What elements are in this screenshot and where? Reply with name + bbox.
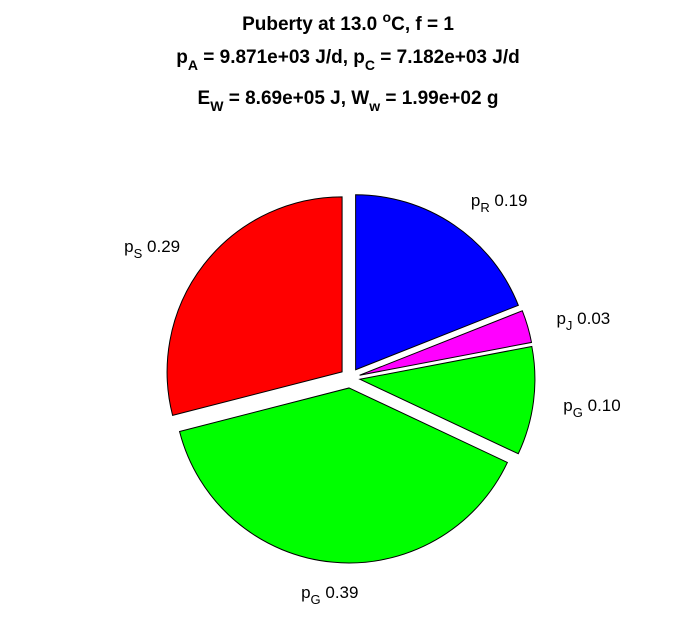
slice-label-5: pS 0.29 xyxy=(124,237,180,261)
pie-slice-pG-3 xyxy=(358,345,536,455)
slice-label-1: pR 0.19 xyxy=(471,191,528,215)
slice-labels: pR 0.19 pJ 0.03 pG 0.10 pG 0.39 pS 0.29 xyxy=(124,191,621,607)
pie-slice-pS-5 xyxy=(166,196,343,417)
slice-label-4: pG 0.39 xyxy=(301,583,358,607)
pie-slice-pJ-2 xyxy=(359,310,533,376)
slice-label-3: pG 0.10 xyxy=(563,396,620,420)
slice-label-2: pJ 0.03 xyxy=(556,309,610,333)
title-line-3: EW = 8.69e+05 J, Ww = 1.99e+02 g xyxy=(198,88,499,114)
pie-slices xyxy=(166,194,536,564)
chart-title: Puberty at 13.0 oC, f = 1 pA = 9.871e+03 … xyxy=(176,9,519,114)
pie-slice-pR-1 xyxy=(355,194,519,371)
pie-slice-pG-4 xyxy=(178,387,509,564)
title-line-2: pA = 9.871e+03 J/d, pC = 7.182e+03 J/d xyxy=(176,47,519,73)
title-line-1: Puberty at 13.0 oC, f = 1 xyxy=(242,9,454,35)
